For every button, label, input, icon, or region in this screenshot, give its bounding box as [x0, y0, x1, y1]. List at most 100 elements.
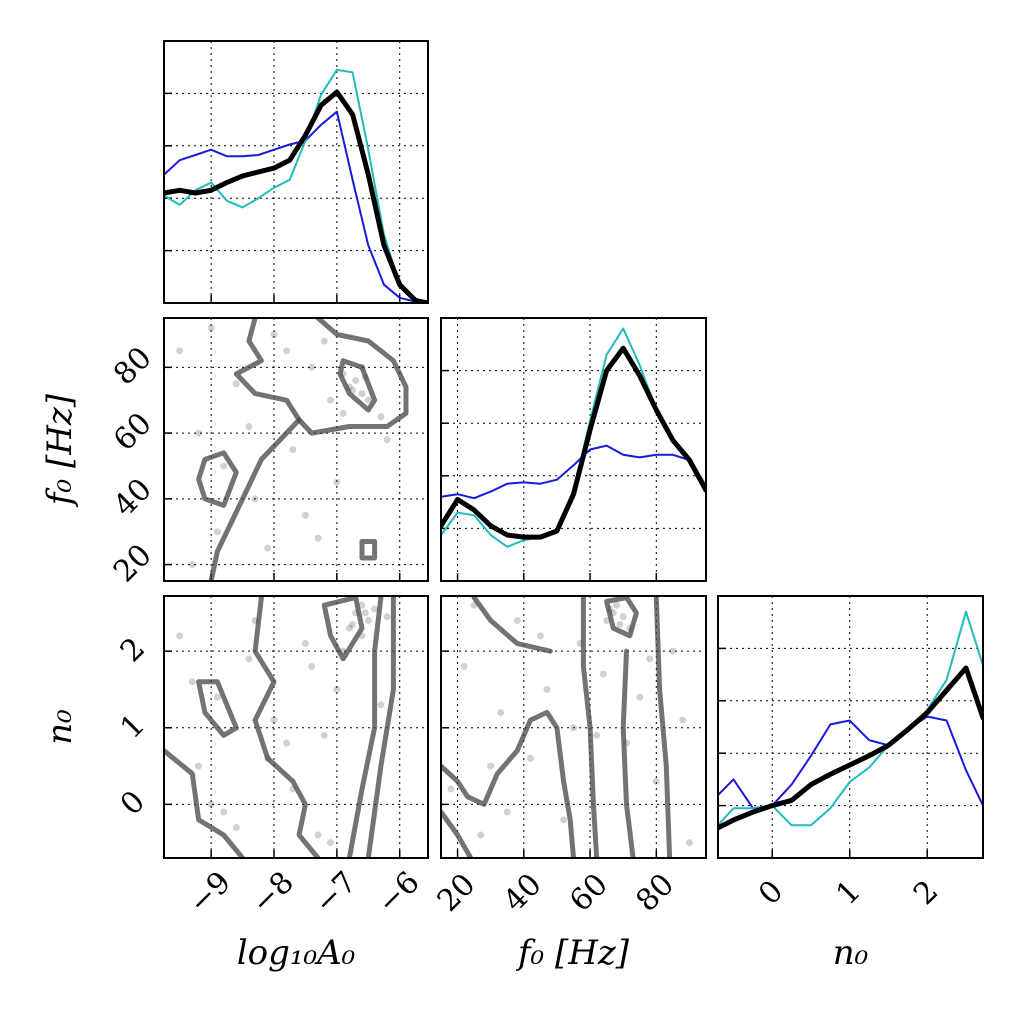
panel-frame — [717, 595, 984, 859]
x-tick-label: 20 — [431, 867, 483, 919]
density-line — [164, 68, 428, 303]
sample-point — [327, 396, 335, 404]
sample-point — [314, 534, 322, 542]
y-tick-label: 20 — [107, 538, 159, 590]
contour — [164, 748, 246, 858]
x-tick-label: −9 — [182, 865, 238, 921]
y-tick-label: 40 — [107, 472, 159, 524]
sample-point — [652, 777, 660, 785]
panel — [441, 318, 706, 581]
panel-frame — [440, 595, 707, 859]
x-tick-label: 80 — [629, 867, 681, 919]
sample-point — [213, 693, 221, 701]
sample-point — [232, 380, 240, 388]
contour — [196, 679, 239, 738]
sample-point — [613, 601, 621, 609]
sample-point — [593, 731, 601, 739]
sample-point — [333, 478, 341, 486]
density-line — [441, 345, 706, 540]
sample-point — [188, 561, 196, 569]
sample-point — [361, 609, 369, 617]
sample-point — [616, 620, 624, 628]
sample-point — [460, 662, 468, 670]
sample-point — [264, 544, 272, 552]
sample-point — [503, 808, 511, 816]
sample-point — [320, 337, 328, 345]
contour — [441, 809, 474, 858]
sample-point — [377, 413, 385, 421]
x-tick-label: −8 — [245, 865, 301, 921]
x-tick-label: −7 — [308, 865, 364, 921]
sample-point — [301, 511, 309, 519]
contour — [196, 450, 239, 508]
density-line — [718, 665, 983, 831]
density-line — [718, 610, 983, 827]
y-axis-label: f₀ [Hz] — [40, 393, 80, 508]
y-tick-label: 0 — [114, 784, 152, 822]
panel — [164, 596, 428, 858]
y-tick-label: 80 — [107, 340, 159, 392]
contour — [252, 596, 321, 858]
contour — [337, 358, 378, 413]
panel-frame — [163, 317, 429, 582]
sample-point — [308, 363, 316, 371]
sample-point — [176, 347, 184, 355]
sample-point — [195, 429, 203, 437]
sample-point — [245, 655, 253, 663]
panel — [164, 318, 428, 581]
sample-point — [195, 762, 203, 770]
y-tick-label: 2 — [114, 631, 152, 669]
sample-point — [526, 754, 534, 762]
x-tick-label: 1 — [830, 874, 868, 912]
sample-point — [251, 495, 259, 503]
sample-point — [560, 816, 568, 824]
contour — [620, 648, 636, 858]
sample-point — [207, 324, 215, 332]
sample-point — [270, 330, 278, 338]
y-tick-label: 1 — [114, 708, 152, 746]
sample-point — [308, 662, 316, 670]
contour — [441, 709, 576, 858]
sample-point — [358, 390, 366, 398]
panel — [441, 596, 706, 858]
sample-point — [619, 613, 627, 621]
contour — [604, 596, 639, 639]
x-tick-label: −6 — [371, 865, 427, 921]
sample-point — [646, 655, 654, 663]
sample-point — [536, 632, 544, 640]
y-tick-label: 60 — [107, 406, 159, 458]
sample-point — [220, 462, 228, 470]
sample-point — [669, 647, 677, 655]
x-tick-label: 2 — [907, 874, 945, 912]
sample-point — [487, 762, 495, 770]
panel-frame — [163, 40, 429, 304]
contour — [471, 596, 553, 654]
sample-point — [364, 396, 372, 404]
sample-point — [176, 632, 184, 640]
sample-point — [513, 617, 521, 625]
density-line — [164, 110, 428, 303]
sample-point — [383, 436, 391, 444]
sample-point — [345, 624, 353, 632]
sample-point — [679, 716, 687, 724]
sample-point — [543, 685, 551, 693]
sample-point — [245, 422, 253, 430]
panel-frame — [163, 595, 429, 859]
sample-point — [497, 708, 505, 716]
x-axis-label: n₀ — [833, 933, 869, 973]
sample-point — [213, 528, 221, 536]
sample-point — [364, 617, 372, 625]
panel — [164, 41, 428, 303]
y-axis-label: n₀ — [40, 709, 80, 745]
sample-point — [314, 831, 322, 839]
panel — [718, 596, 983, 858]
sample-point — [283, 347, 291, 355]
sample-point — [289, 446, 297, 453]
sample-point — [327, 839, 335, 847]
sample-point — [685, 839, 693, 847]
sample-point — [301, 639, 309, 647]
contour — [208, 318, 302, 581]
sample-point — [220, 808, 228, 816]
sample-point — [358, 601, 366, 609]
sample-point — [232, 823, 240, 831]
